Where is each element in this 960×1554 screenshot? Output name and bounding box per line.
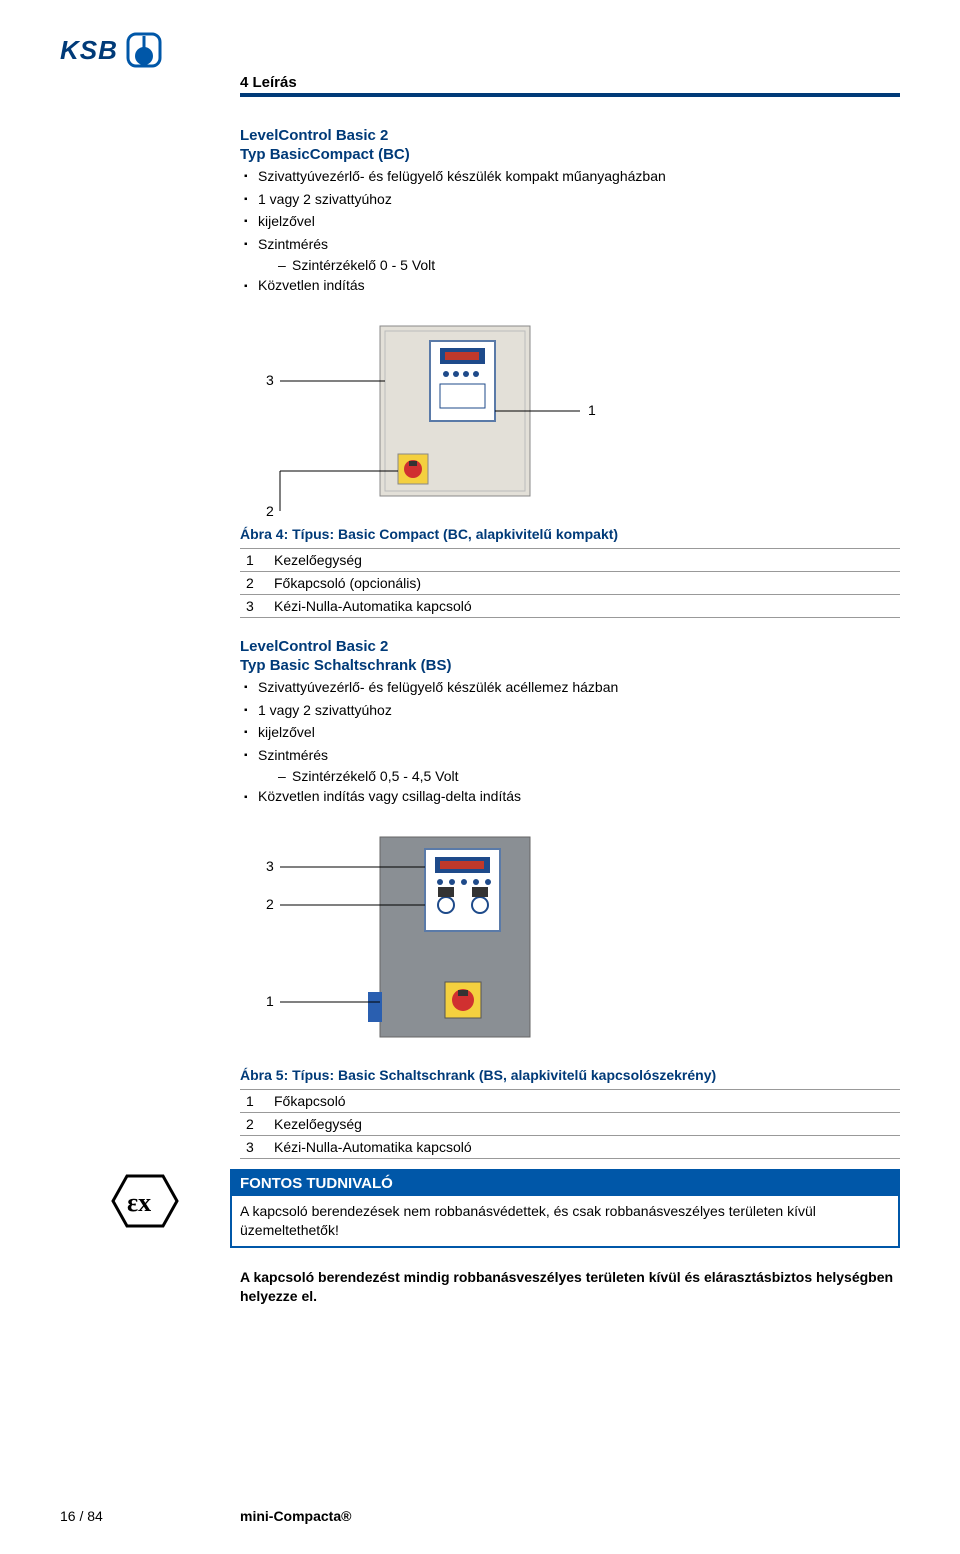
list-item: Szintérzékelő 0 - 5 Volt [292, 257, 900, 273]
figure-5: 3 2 1 [240, 827, 900, 1057]
list-item: Közvetlen indítás [258, 276, 900, 296]
svg-text:3: 3 [266, 372, 274, 388]
notice-title: FONTOS TUDNIVALÓ [232, 1171, 898, 1196]
figure-5-legend: 1Főkapcsoló 2Kezelőegység 3Kézi-Nulla-Au… [240, 1089, 900, 1159]
table-row: 2Kezelőegység [240, 1112, 900, 1135]
page-number: 16 / 84 [60, 1508, 240, 1524]
svg-text:3: 3 [266, 858, 274, 874]
figure-4: 1 3 2 [240, 316, 900, 516]
figure-4-caption: Ábra 4: Típus: Basic Compact (BC, alapki… [240, 526, 900, 542]
list-item: Szivattyúvezérlő- és felügyelő készülék … [258, 678, 900, 698]
svg-text:1: 1 [266, 993, 274, 1009]
notice-body: A kapcsoló berendezések nem robbanásvéde… [232, 1196, 898, 1246]
list-item: kijelzővel [258, 723, 900, 743]
table-row: 1Főkapcsoló [240, 1089, 900, 1112]
list-item: Szintérzékelő 0,5 - 4,5 Volt [292, 768, 900, 784]
table-row: 2Főkapcsoló (opcionális) [240, 571, 900, 594]
block2-title-line1: LevelControl Basic 2 [240, 638, 900, 655]
svg-text:2: 2 [266, 503, 274, 516]
closing-paragraph: A kapcsoló berendezést mindig robbanásve… [240, 1268, 900, 1307]
list-item: Szintmérés [258, 746, 900, 766]
list-item: 1 vagy 2 szivattyúhoz [258, 190, 900, 210]
block2-title-line2: Typ Basic Schaltschrank (BS) [240, 657, 900, 674]
document-title: mini-Compacta® [240, 1508, 351, 1524]
page-footer: 16 / 84 mini-Compacta® [60, 1508, 900, 1524]
block1-bullet-list: Szivattyúvezérlő- és felügyelő készülék … [258, 167, 900, 296]
figure-4-legend: 1Kezelőegység 2Főkapcsoló (opcionális) 3… [240, 548, 900, 618]
table-row: 3Kézi-Nulla-Automatika kapcsoló [240, 1135, 900, 1158]
svg-text:1: 1 [588, 402, 596, 418]
ex-symbol-icon: εx [60, 1169, 230, 1248]
logo-text: KSB [60, 35, 118, 66]
logo-mark-icon [124, 30, 164, 70]
figure-5-caption: Ábra 5: Típus: Basic Schaltschrank (BS, … [240, 1067, 900, 1083]
list-item: kijelzővel [258, 212, 900, 232]
block1-title-line2: Typ BasicCompact (BC) [240, 146, 900, 163]
notice-box: FONTOS TUDNIVALÓ A kapcsoló berendezések… [230, 1169, 900, 1248]
table-row: 3Kézi-Nulla-Automatika kapcsoló [240, 594, 900, 617]
list-item: 1 vagy 2 szivattyúhoz [258, 701, 900, 721]
list-item: Szivattyúvezérlő- és felügyelő készülék … [258, 167, 900, 187]
table-row: 1Kezelőegység [240, 548, 900, 571]
block1-title-line1: LevelControl Basic 2 [240, 127, 900, 144]
brand-logo: KSB [60, 30, 164, 70]
list-item: Közvetlen indítás vagy csillag-delta ind… [258, 787, 900, 807]
svg-text:εx: εx [127, 1188, 151, 1217]
svg-text:2: 2 [266, 896, 274, 912]
section-heading: 4 Leírás [240, 74, 900, 95]
list-item: Szintmérés [258, 235, 900, 255]
block2-bullet-list: Szivattyúvezérlő- és felügyelő készülék … [258, 678, 900, 807]
